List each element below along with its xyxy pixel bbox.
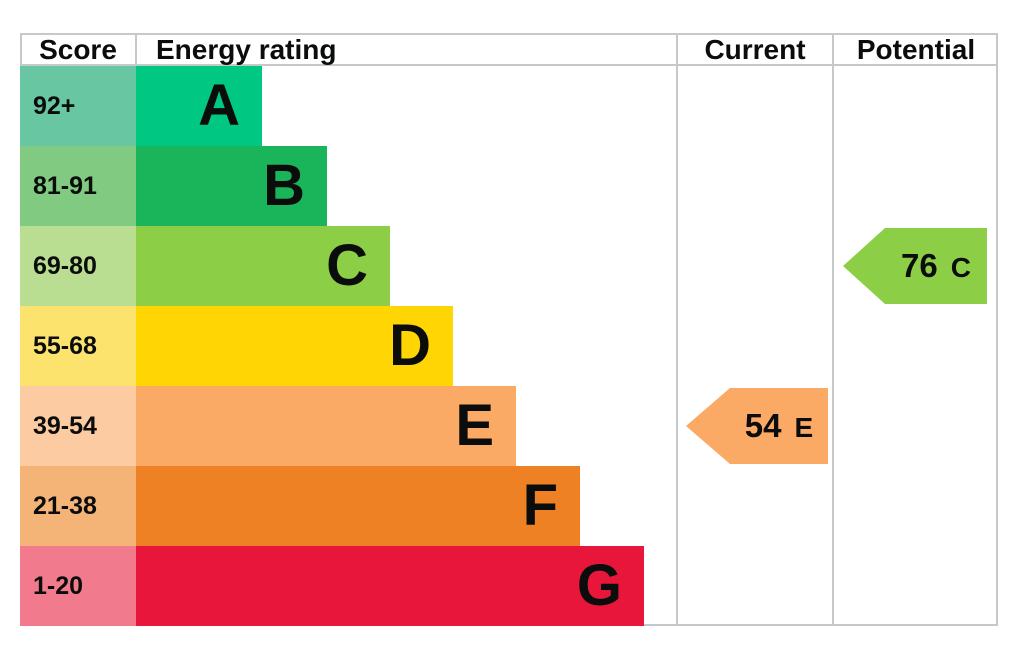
band-score-range: 69-80 xyxy=(20,226,136,306)
band-bar: D xyxy=(136,306,453,386)
band-bar: C xyxy=(136,226,390,306)
header-divider xyxy=(20,64,998,66)
band-letter: A xyxy=(198,73,240,138)
potential-score-value: 76 xyxy=(901,247,938,284)
band-letter: G xyxy=(576,553,622,618)
header-potential: Potential xyxy=(856,34,976,65)
current-rating-letter: E xyxy=(794,412,814,443)
band-bar: A xyxy=(136,66,262,146)
band-letter: D xyxy=(389,313,431,378)
potential-rating-letter: C xyxy=(950,252,971,283)
potential-rating-text: 76 C xyxy=(901,247,971,285)
header-rating: Energy rating xyxy=(156,34,337,65)
column-divider-rating-current xyxy=(676,33,678,626)
band-bar: B xyxy=(136,146,327,226)
band-letter: E xyxy=(455,393,494,458)
band-score-range: 1-20 xyxy=(20,546,136,626)
band-bar: F xyxy=(136,466,580,546)
band-bar: G xyxy=(136,546,644,626)
current-rating-text: 54 E xyxy=(745,407,813,445)
band-score-range: 92+ xyxy=(20,66,136,146)
band-bar: E xyxy=(136,386,516,466)
band-score-range: 21-38 xyxy=(20,466,136,546)
current-score-value: 54 xyxy=(744,407,782,444)
column-divider-current-potential xyxy=(832,33,834,626)
band-score-range: 81-91 xyxy=(20,146,136,226)
band-score-range: 55-68 xyxy=(20,306,136,386)
band-letter: B xyxy=(263,153,305,218)
band-letter: F xyxy=(522,473,558,538)
header-score: Score xyxy=(39,34,117,65)
band-score-range: 39-54 xyxy=(20,386,136,466)
column-divider-score-rating xyxy=(135,33,137,66)
header-current: Current xyxy=(704,34,806,65)
band-letter: C xyxy=(326,233,368,298)
